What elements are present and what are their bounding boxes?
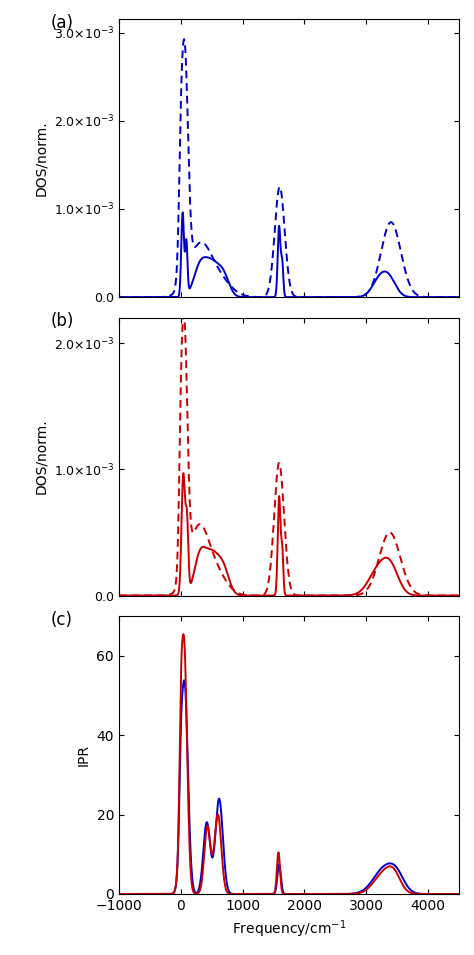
Y-axis label: DOS/norm.: DOS/norm. — [34, 120, 48, 196]
Text: (b): (b) — [51, 312, 74, 330]
Text: (a): (a) — [51, 13, 74, 32]
X-axis label: Frequency/cm$^{-1}$: Frequency/cm$^{-1}$ — [232, 919, 346, 940]
Y-axis label: DOS/norm.: DOS/norm. — [34, 419, 48, 495]
Text: (c): (c) — [51, 610, 73, 628]
Y-axis label: IPR: IPR — [77, 744, 91, 766]
